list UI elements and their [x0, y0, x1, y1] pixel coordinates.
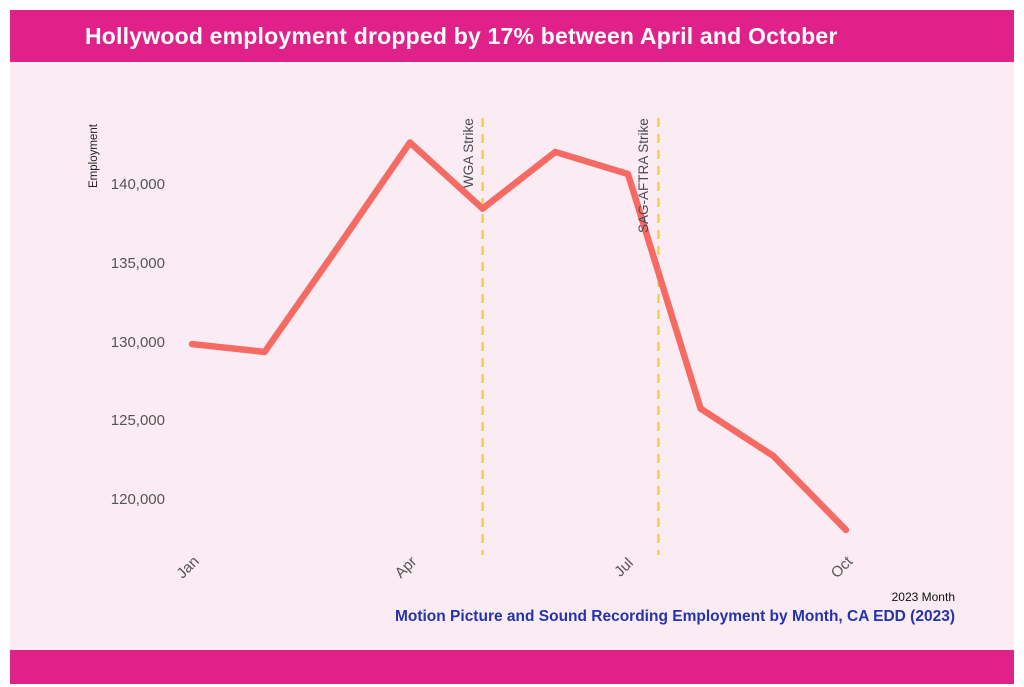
title-bar: Hollywood employment dropped by 17% betw…: [10, 10, 1014, 62]
source-caption: Motion Picture and Sound Recording Emplo…: [394, 608, 955, 625]
y-tick-label: 125,000: [110, 412, 165, 430]
strike-annotation-label: SAG-AFTRA Strike: [636, 118, 652, 233]
y-tick-label: 130,000: [110, 333, 165, 351]
chart-area: Employment 140,000 135,000 130,000 125,000 1…: [10, 10, 1014, 684]
x-axis-label: 2023 Month: [891, 590, 955, 604]
employment-line-chart: [188, 118, 850, 555]
y-tick-label: 140,000: [110, 176, 165, 193]
y-tick-label: 135,000: [110, 254, 165, 272]
y-tick-label: 120,000: [110, 491, 165, 508]
footer-bar: [10, 650, 1014, 684]
strike-annotation-label: WGA Strike: [460, 118, 476, 188]
infographic-card: Hollywood employment dropped by 17% betw…: [10, 10, 1014, 684]
employment-line: [188, 139, 850, 534]
chart-title: Hollywood employment dropped by 17% betw…: [85, 23, 838, 49]
